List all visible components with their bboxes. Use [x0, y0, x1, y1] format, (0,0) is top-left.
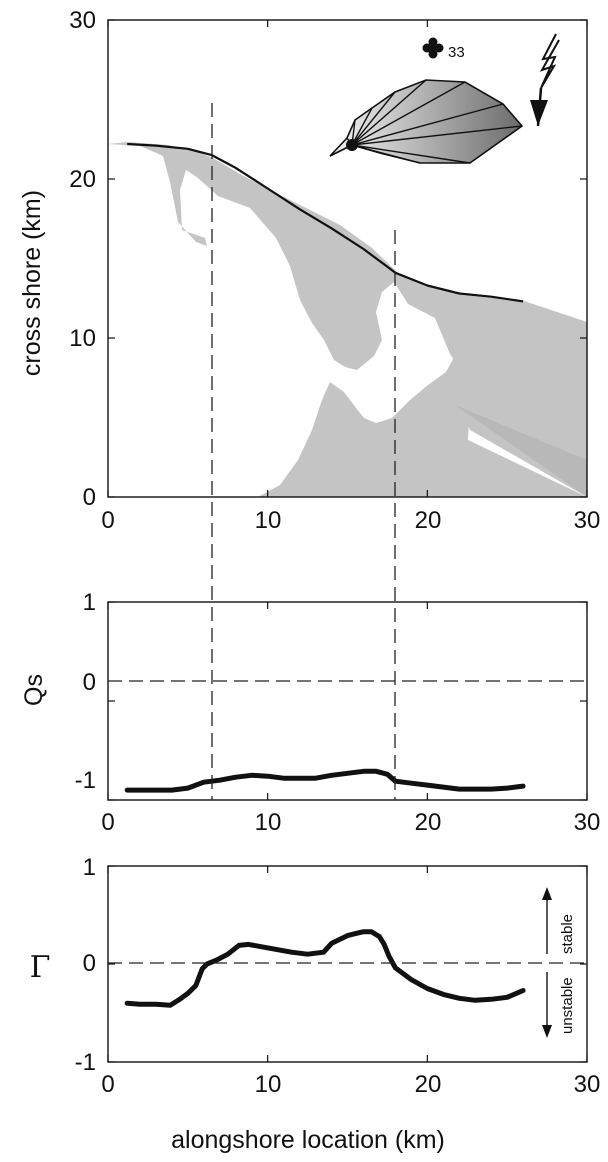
- gamma-y-tick-labels: -1 0 1: [75, 854, 96, 1076]
- x-tick-label: 0: [101, 809, 114, 836]
- x-tick-label: 20: [415, 809, 442, 836]
- map-y-axis-title: cross shore (km): [18, 190, 46, 376]
- y-tick-label: -1: [75, 767, 96, 794]
- y-tick-label: 1: [83, 854, 96, 881]
- x-tick-label: 30: [574, 1071, 601, 1098]
- y-tick-label: 0: [83, 484, 96, 511]
- wave-climate-rose: [329, 79, 524, 164]
- y-tick-label: 20: [69, 166, 96, 193]
- y-tick-label: 1: [83, 589, 96, 616]
- north-arrow-icon: [530, 33, 560, 127]
- map-ticks: [107, 19, 588, 498]
- x-tick-label: 0: [101, 507, 114, 534]
- x-tick-label: 20: [415, 1071, 442, 1098]
- gamma-panel: stable unstable 0 10 20 30 -1 0 1 Γ: [30, 854, 601, 1098]
- gamma-frame: [107, 865, 588, 1063]
- map-x-tick-labels: 0 10 20 30: [101, 507, 600, 534]
- qs-panel: 0 10 20 30 -1 0 1 Qs: [20, 589, 600, 836]
- qs-series-line: [124, 768, 526, 793]
- x-axis-title: alongshore location (km): [171, 1126, 445, 1154]
- shadow-wedge: [455, 405, 587, 497]
- y-tick-label: 0: [83, 950, 96, 977]
- unstable-label: unstable: [559, 977, 576, 1034]
- qs-x-tick-labels: 0 10 20 30: [101, 809, 600, 836]
- map-frame: [107, 19, 588, 498]
- y-tick-label: 10: [69, 325, 96, 352]
- land-area-lower: [258, 302, 587, 497]
- x-tick-label: 30: [574, 809, 601, 836]
- qs-y-axis-title: Qs: [20, 674, 48, 706]
- x-tick-label: 30: [574, 507, 601, 534]
- gamma-series-line: [124, 929, 526, 1008]
- qs-y-tick-labels: -1 0 1: [75, 589, 96, 794]
- map-panel: 33 0 10 20 30 0 10 20 30 cross shore (km…: [18, 7, 600, 534]
- map-y-tick-labels: 0 10 20 30: [69, 7, 96, 511]
- shoreline-curve: [127, 142, 524, 303]
- qs-frame: [107, 601, 588, 801]
- x-tick-label: 10: [255, 507, 282, 534]
- rose-label: 33: [448, 44, 465, 61]
- x-tick-label: 10: [255, 1071, 282, 1098]
- stable-label: stable: [559, 914, 576, 954]
- stability-arrows: [542, 887, 552, 1038]
- gamma-x-tick-labels: 0 10 20 30: [101, 1071, 600, 1098]
- gamma-y-axis-title: Γ: [30, 950, 51, 985]
- clover-marker-icon: [422, 37, 444, 59]
- qs-ticks: [107, 601, 588, 801]
- y-tick-label: 30: [69, 7, 96, 34]
- gamma-ticks: [107, 865, 588, 1063]
- y-tick-label: -1: [75, 1049, 96, 1076]
- x-tick-label: 20: [415, 507, 442, 534]
- y-tick-label: 0: [83, 669, 96, 696]
- x-tick-label: 10: [255, 809, 282, 836]
- x-tick-label: 0: [101, 1071, 114, 1098]
